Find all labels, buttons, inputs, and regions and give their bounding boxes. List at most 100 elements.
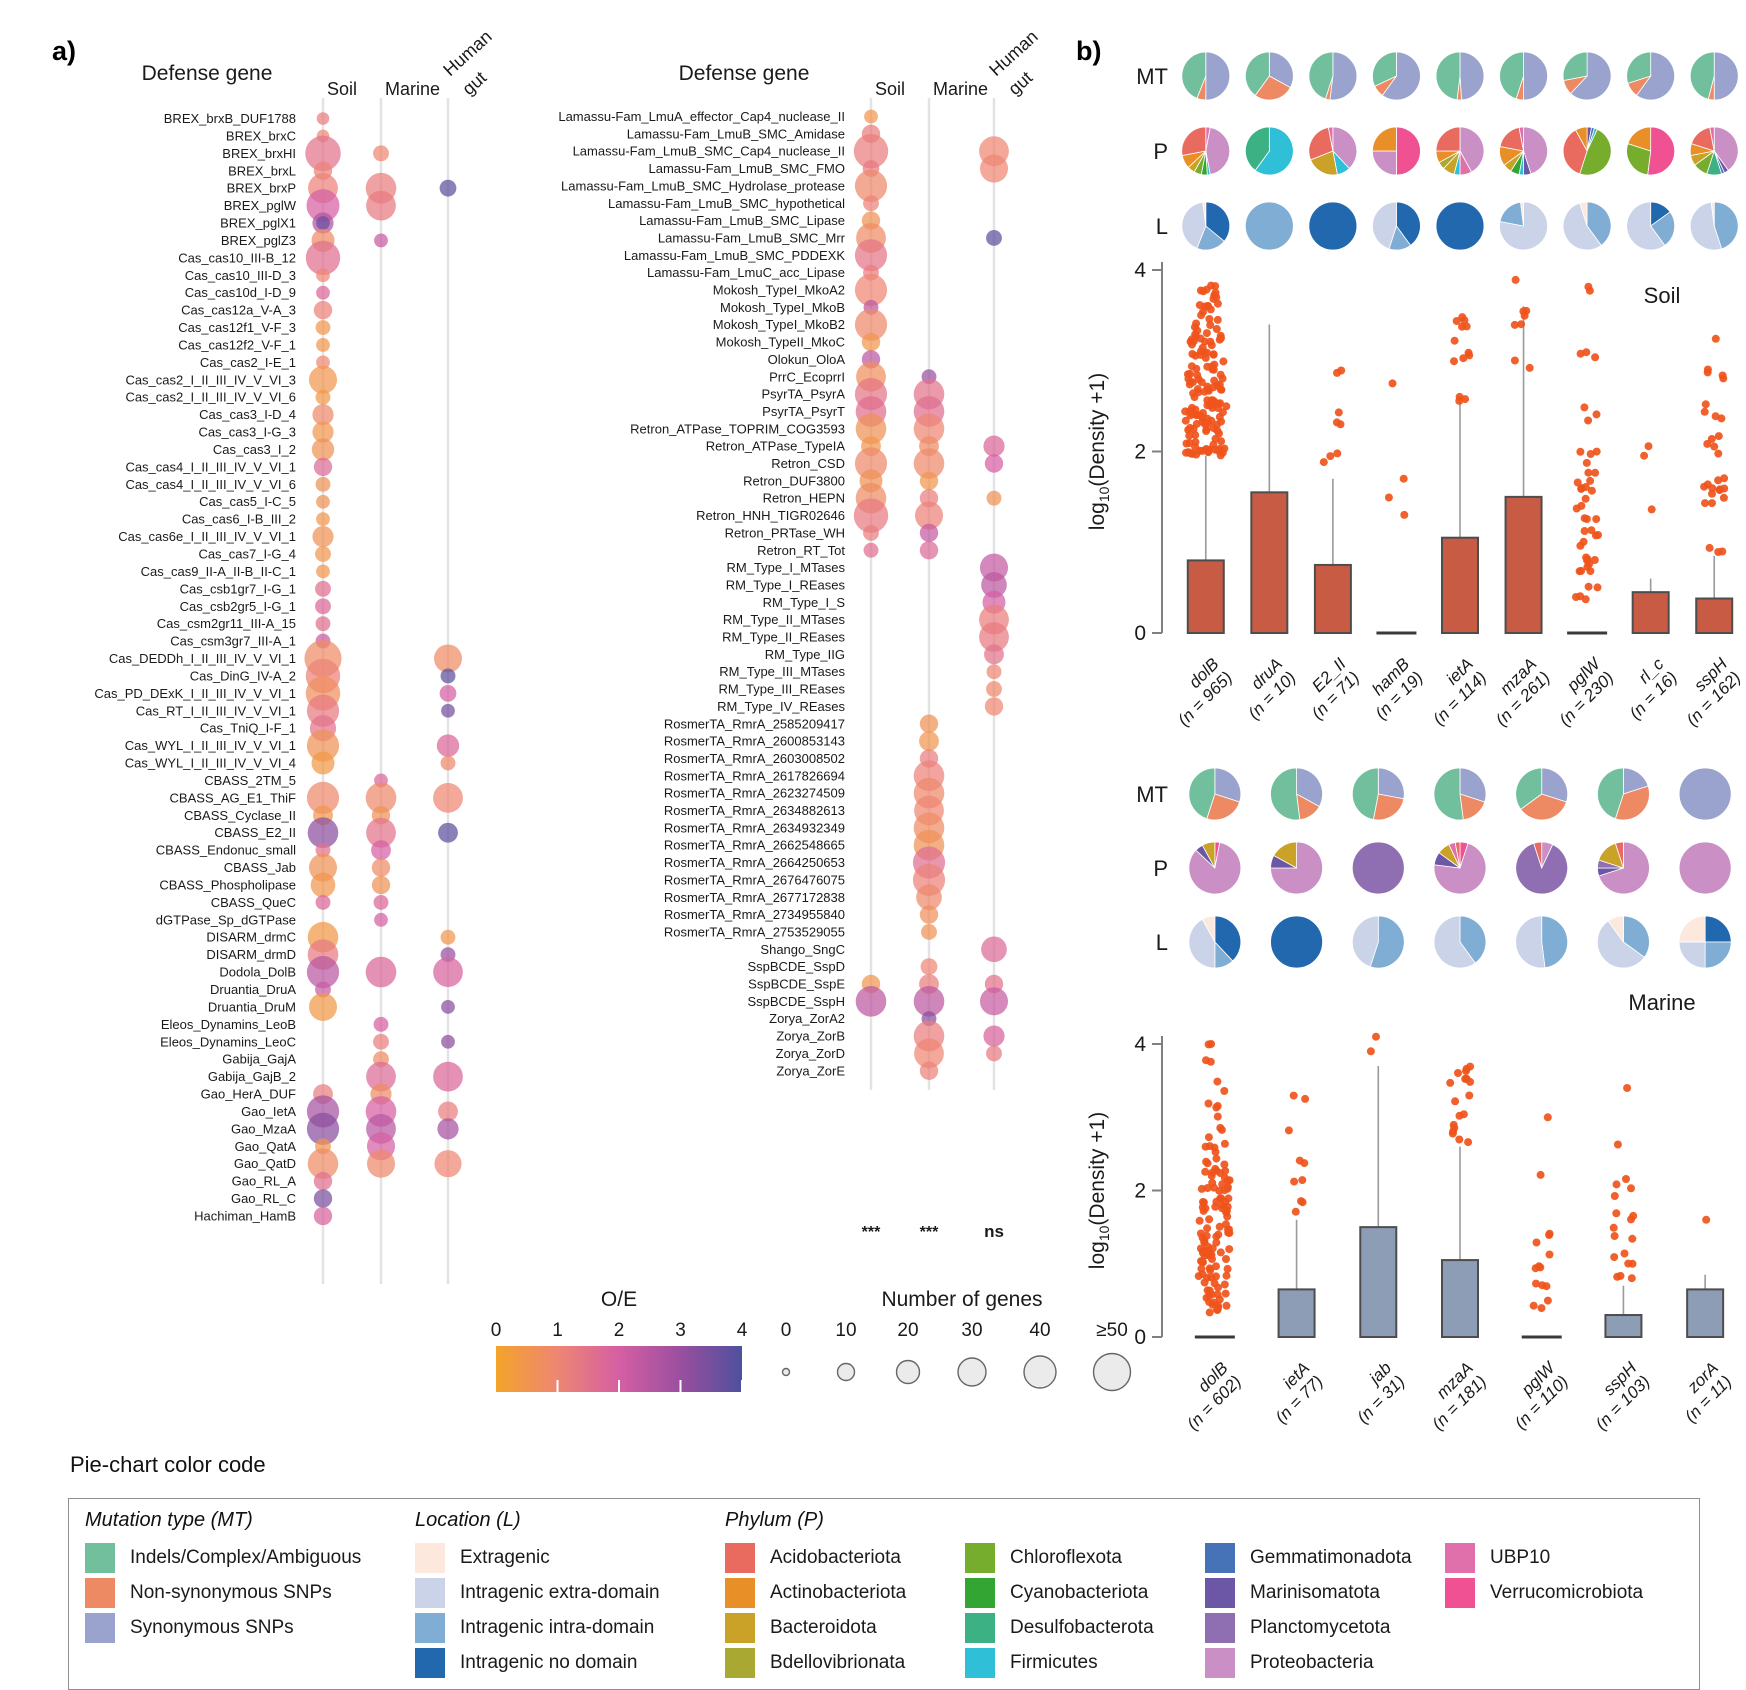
jitter-point bbox=[1284, 1126, 1293, 1135]
pie-slice bbox=[1214, 767, 1242, 803]
pie-slice bbox=[1570, 51, 1612, 101]
pie-slice bbox=[1188, 841, 1242, 895]
gene-bubble bbox=[861, 332, 881, 352]
gene-label: RM_Type_II_MTases bbox=[723, 612, 846, 627]
jitter-point bbox=[1718, 371, 1727, 380]
x-tick-label-group: mzaA(n = 261) bbox=[1492, 654, 1554, 729]
gene-bubble bbox=[854, 447, 888, 480]
jitter-point bbox=[1222, 1271, 1231, 1280]
jitter-point bbox=[1584, 282, 1593, 291]
jitter-point bbox=[1210, 1183, 1218, 1192]
gene-label: Druantia_DruM bbox=[208, 999, 296, 1014]
jitter-point bbox=[1542, 1282, 1551, 1291]
jitter-point bbox=[1220, 1280, 1229, 1289]
gene-bubble bbox=[316, 512, 330, 527]
legend-color-swatch bbox=[415, 1647, 445, 1678]
jitter-point bbox=[1198, 446, 1207, 455]
gene-label: Cas_cas12a_V-A_3 bbox=[181, 303, 296, 318]
pie-chart bbox=[1351, 915, 1405, 969]
jitter-point bbox=[1454, 1069, 1462, 1077]
pie-chart bbox=[1181, 51, 1231, 101]
jitter-point bbox=[1591, 468, 1600, 477]
gene-bubble bbox=[374, 912, 388, 927]
gene-bubble bbox=[312, 525, 334, 548]
gene-label: RosmerTA_RmrA_2634932349 bbox=[664, 820, 845, 835]
gene-label: CBASS_Phospholipase bbox=[159, 877, 296, 892]
gene-bubble bbox=[313, 457, 333, 477]
jitter-point bbox=[1221, 1289, 1230, 1298]
gene-label: CBASS_E2_II bbox=[214, 825, 296, 840]
column-header: Marine bbox=[385, 79, 440, 99]
gene-bubble bbox=[306, 729, 340, 762]
gene-label: Gao_RL_C bbox=[231, 1191, 296, 1206]
jitter-point bbox=[1465, 351, 1474, 360]
gene-label: Cas_cas3_I-G_3 bbox=[198, 425, 296, 440]
jitter-point bbox=[1222, 1255, 1230, 1263]
column-header: Marine bbox=[933, 79, 988, 99]
pie-slice bbox=[1459, 51, 1485, 101]
gene-bubble bbox=[984, 644, 1004, 665]
size-tick-label: ≥50 bbox=[1096, 1320, 1128, 1341]
gene-label: RosmerTA_RmrA_2634882613 bbox=[664, 803, 845, 818]
jitter-point bbox=[1587, 486, 1596, 495]
pie-chart bbox=[1562, 51, 1612, 101]
legend-group-title: Phylum (P) bbox=[725, 1509, 824, 1531]
gene-bubble bbox=[440, 755, 456, 771]
pie-slice bbox=[1689, 51, 1715, 100]
gene-label: Cas_WYL_I_II_III_IV_V_VI_1 bbox=[125, 738, 296, 753]
pie-slice bbox=[1372, 793, 1405, 821]
legend-item-label: Cyanobacteriota bbox=[1010, 1581, 1149, 1603]
jitter-point bbox=[1214, 1303, 1223, 1312]
gene-bubble bbox=[366, 1061, 396, 1092]
gene-bubble bbox=[433, 1061, 463, 1092]
jitter-point bbox=[1464, 1138, 1473, 1147]
jitter-point bbox=[1289, 1091, 1298, 1100]
pie-row-label-p: P bbox=[1153, 856, 1168, 881]
x-tick-label-group: jab(n = 31) bbox=[1353, 1358, 1408, 1427]
jitter-point bbox=[1586, 567, 1595, 576]
gene-bubble bbox=[919, 523, 939, 543]
gene-label: DISARM_drmD bbox=[206, 947, 296, 962]
pie-slice bbox=[1181, 51, 1207, 99]
gene-bubble bbox=[366, 817, 396, 848]
size-tick-label: 0 bbox=[781, 1320, 792, 1341]
gene-bubble bbox=[308, 365, 338, 394]
gene-label: Lamassu-Fam_LmuB_SMC_hypothetical bbox=[608, 196, 845, 211]
gene-label: Lamassu-Fam_LmuB_SMC_FMO bbox=[649, 161, 846, 176]
jitter-point bbox=[1543, 1113, 1552, 1122]
gene-label: RosmerTA_RmrA_2677172838 bbox=[664, 890, 845, 905]
pie-slice bbox=[1499, 201, 1525, 227]
gene-bubble bbox=[305, 240, 341, 276]
pie-slice bbox=[1205, 51, 1231, 101]
pie-slice bbox=[1396, 126, 1421, 176]
pie-chart bbox=[1678, 841, 1732, 895]
x-tick-label: zorA(n = 11) bbox=[1668, 1358, 1736, 1426]
pie-slice bbox=[1433, 767, 1464, 821]
pie-row-label-mt: MT bbox=[1136, 64, 1168, 89]
pie-slice bbox=[1499, 51, 1524, 100]
pie-slice bbox=[1372, 201, 1397, 250]
gene-bubble bbox=[919, 1061, 939, 1080]
gene-bubble bbox=[366, 1149, 396, 1178]
jitter-point bbox=[1587, 526, 1596, 535]
jitter-point bbox=[1644, 442, 1653, 451]
jitter-point bbox=[1204, 1133, 1213, 1142]
pie-slice bbox=[1533, 841, 1543, 869]
gene-label: Lamassu-Fam_LmuB_SMC_Hydrolase_protease bbox=[561, 178, 845, 193]
jitter-point bbox=[1191, 431, 1200, 440]
gene-bubble bbox=[316, 112, 330, 125]
jitter-point bbox=[1209, 424, 1218, 433]
gene-label: Shango_SngC bbox=[760, 942, 845, 957]
pie-slice bbox=[1598, 841, 1650, 895]
pie-chart bbox=[1499, 51, 1548, 101]
pie-slice bbox=[1499, 201, 1548, 251]
legend-item-label: Extragenic bbox=[460, 1546, 550, 1568]
gene-label: Cas_cas6e_I_II_III_IV_V_VI_1 bbox=[118, 529, 296, 544]
jitter-point bbox=[1214, 399, 1223, 408]
gene-bubble bbox=[916, 884, 942, 911]
legend-item: Marinisomatota bbox=[1205, 1575, 1445, 1610]
gene-label: RM_Type_III_REases bbox=[719, 682, 846, 697]
box bbox=[1631, 591, 1670, 634]
gene-label: Lamassu-Fam_LmuA_effector_Cap4_nuclease_… bbox=[558, 109, 845, 124]
gene-bubble bbox=[315, 476, 331, 492]
